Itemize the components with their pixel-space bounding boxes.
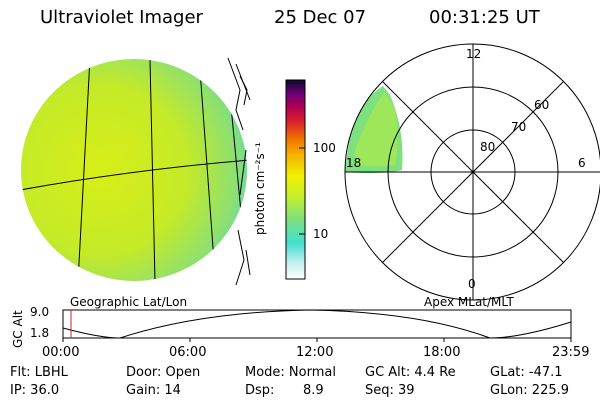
- lat-label-60: 60: [534, 98, 550, 112]
- earth-image: [21, 57, 251, 286]
- lat-label-70: 70: [511, 120, 527, 134]
- colorbar-unit-label: photon cm⁻²s⁻¹: [253, 142, 267, 235]
- mlt-label-0: 0: [468, 277, 476, 291]
- alt-xtick-2359: 23:59: [552, 345, 590, 360]
- colorbar-tick-10: 10: [313, 227, 329, 241]
- altitude-plot: [62, 309, 572, 342]
- status-filter: Flt: LBHL: [10, 365, 68, 380]
- geo-panel-label: Geographic Lat/Lon: [70, 295, 188, 309]
- status-gain: Gain: 14: [126, 383, 181, 398]
- coastline-fragments: [227, 57, 251, 286]
- alt-ymax: 9.0: [30, 305, 50, 319]
- status-glat: GLat: -47.1: [490, 365, 563, 380]
- geo-grid: [21, 59, 247, 281]
- colorbar-tick-100: 100: [313, 141, 336, 155]
- status-gc-alt: GC Alt: 4.4 Re: [365, 365, 456, 380]
- status-dsp-label: Dsp:: [245, 383, 275, 398]
- instrument-title: Ultraviolet Imager: [40, 7, 203, 28]
- polar-panel-label: Apex MLat/MLT: [424, 295, 514, 309]
- alt-xtick-1200: 12:00: [296, 345, 334, 360]
- mlt-label-12: 12: [466, 47, 482, 61]
- status-door: Door: Open: [126, 365, 201, 380]
- alt-xtick-0000: 00:00: [42, 345, 80, 360]
- mlt-label-18: 18: [346, 156, 362, 170]
- polar-plot: [344, 43, 600, 301]
- colorbar: [285, 79, 306, 280]
- alt-xtick-0600: 06:00: [169, 345, 207, 360]
- status-mode: Mode: Normal: [245, 365, 336, 380]
- time-label: 00:31:25 UT: [429, 7, 540, 28]
- mlt-label-6: 6: [578, 156, 586, 170]
- alt-ylabel: GC Alt: [11, 310, 25, 348]
- status-glon: GLon: 225.9: [490, 383, 570, 398]
- lat-label-80: 80: [480, 140, 496, 154]
- status-seq: Seq: 39: [365, 383, 415, 398]
- alt-ymin: 1.8: [30, 326, 50, 340]
- status-dsp-value: 8.9: [303, 383, 324, 398]
- status-ip: IP: 36.0: [10, 383, 60, 398]
- alt-xtick-1800: 18:00: [423, 345, 461, 360]
- date-label: 25 Dec 07: [274, 7, 367, 28]
